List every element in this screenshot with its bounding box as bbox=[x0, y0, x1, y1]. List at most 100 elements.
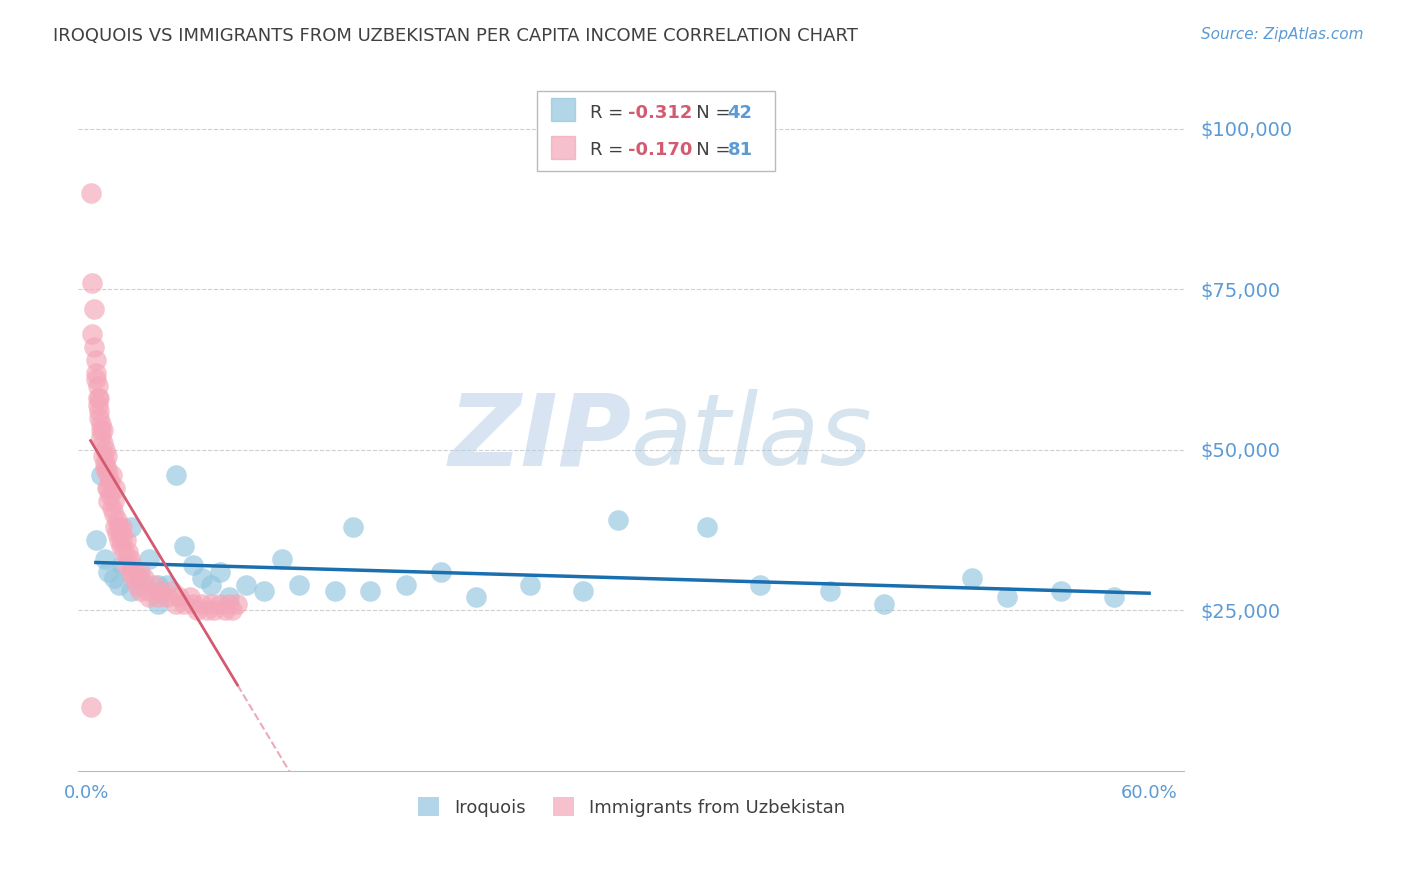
Point bbox=[96, 481, 118, 495]
Point bbox=[89, 392, 111, 406]
Point bbox=[138, 591, 160, 605]
Text: IROQUOIS VS IMMIGRANTS FROM UZBEKISTAN PER CAPITA INCOME CORRELATION CHART: IROQUOIS VS IMMIGRANTS FROM UZBEKISTAN P… bbox=[53, 27, 858, 45]
Point bbox=[186, 603, 208, 617]
Point bbox=[103, 494, 125, 508]
Point bbox=[197, 603, 219, 617]
Point bbox=[91, 424, 114, 438]
Point bbox=[221, 603, 243, 617]
Point bbox=[118, 552, 141, 566]
Point bbox=[83, 340, 105, 354]
Point bbox=[179, 591, 201, 605]
Point bbox=[138, 584, 160, 599]
Point bbox=[93, 456, 115, 470]
Text: R =: R = bbox=[591, 141, 630, 160]
Point bbox=[359, 584, 381, 599]
Text: atlas: atlas bbox=[631, 390, 873, 486]
Point bbox=[143, 577, 166, 591]
Point bbox=[571, 584, 593, 599]
Point bbox=[97, 481, 120, 495]
Point bbox=[98, 488, 121, 502]
Point bbox=[84, 533, 107, 547]
Point bbox=[120, 558, 142, 573]
Point bbox=[129, 584, 152, 599]
Point bbox=[110, 526, 132, 541]
Point bbox=[79, 186, 101, 200]
Text: N =: N = bbox=[679, 103, 737, 122]
Point bbox=[84, 372, 107, 386]
Point bbox=[108, 520, 131, 534]
Point bbox=[138, 552, 160, 566]
Point bbox=[160, 584, 183, 599]
Point bbox=[90, 468, 112, 483]
Point bbox=[323, 584, 346, 599]
Point bbox=[214, 603, 236, 617]
Point bbox=[82, 276, 104, 290]
Point bbox=[235, 577, 257, 591]
Point bbox=[110, 539, 132, 553]
Bar bbox=[551, 98, 575, 121]
Point bbox=[1102, 591, 1125, 605]
Point bbox=[108, 533, 131, 547]
Point bbox=[146, 597, 169, 611]
Point bbox=[1049, 584, 1071, 599]
Point bbox=[465, 591, 488, 605]
Point bbox=[120, 565, 142, 579]
Point bbox=[89, 410, 111, 425]
Point bbox=[200, 577, 222, 591]
Point bbox=[86, 378, 108, 392]
Point bbox=[181, 597, 204, 611]
Point bbox=[872, 597, 894, 611]
Point bbox=[103, 507, 125, 521]
Point bbox=[191, 597, 214, 611]
Point bbox=[342, 520, 364, 534]
Point bbox=[96, 462, 118, 476]
Point bbox=[112, 545, 135, 559]
Point bbox=[98, 475, 121, 489]
Text: 81: 81 bbox=[727, 141, 752, 160]
Point bbox=[253, 584, 276, 599]
Point bbox=[90, 430, 112, 444]
Point bbox=[165, 597, 187, 611]
Point bbox=[129, 571, 152, 585]
Point bbox=[82, 327, 104, 342]
Text: R =: R = bbox=[591, 103, 630, 122]
Point bbox=[997, 591, 1019, 605]
Point bbox=[84, 366, 107, 380]
Text: N =: N = bbox=[679, 141, 737, 160]
Point bbox=[93, 462, 115, 476]
Point bbox=[395, 577, 418, 591]
Text: Source: ZipAtlas.com: Source: ZipAtlas.com bbox=[1201, 27, 1364, 42]
Point bbox=[108, 577, 131, 591]
Point bbox=[105, 526, 128, 541]
FancyBboxPatch shape bbox=[537, 91, 775, 171]
Point bbox=[91, 436, 114, 450]
Point bbox=[90, 417, 112, 431]
Point bbox=[156, 591, 179, 605]
Point bbox=[748, 577, 770, 591]
Point bbox=[226, 597, 249, 611]
Point bbox=[173, 597, 195, 611]
Point bbox=[173, 539, 195, 553]
Point bbox=[93, 442, 115, 457]
Point bbox=[124, 565, 146, 579]
Point bbox=[93, 552, 115, 566]
Point bbox=[111, 520, 134, 534]
Point bbox=[165, 468, 187, 483]
Point bbox=[104, 520, 127, 534]
Point bbox=[84, 352, 107, 367]
Bar bbox=[551, 136, 575, 159]
Point bbox=[97, 468, 120, 483]
Point bbox=[696, 520, 718, 534]
Point bbox=[150, 584, 173, 599]
Point bbox=[270, 552, 292, 566]
Point bbox=[79, 699, 101, 714]
Text: -0.170: -0.170 bbox=[628, 141, 692, 160]
Point bbox=[208, 565, 231, 579]
Point bbox=[132, 571, 155, 585]
Point bbox=[129, 565, 152, 579]
Point bbox=[86, 392, 108, 406]
Point bbox=[288, 577, 311, 591]
Point bbox=[208, 597, 231, 611]
Point bbox=[83, 301, 105, 316]
Point bbox=[90, 424, 112, 438]
